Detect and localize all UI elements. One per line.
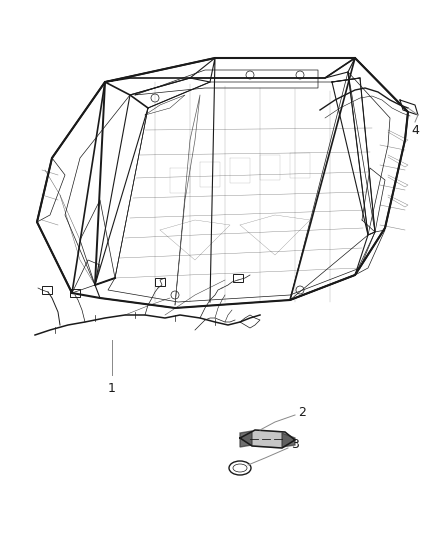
FancyBboxPatch shape [70, 289, 80, 297]
FancyBboxPatch shape [155, 278, 165, 286]
Polygon shape [282, 433, 295, 447]
FancyBboxPatch shape [42, 286, 52, 294]
Text: 2: 2 [298, 406, 306, 418]
Polygon shape [240, 430, 295, 448]
Polygon shape [240, 431, 252, 447]
Text: 3: 3 [291, 439, 299, 451]
Text: 4: 4 [411, 124, 419, 136]
Text: 1: 1 [108, 382, 116, 394]
FancyBboxPatch shape [233, 274, 243, 282]
